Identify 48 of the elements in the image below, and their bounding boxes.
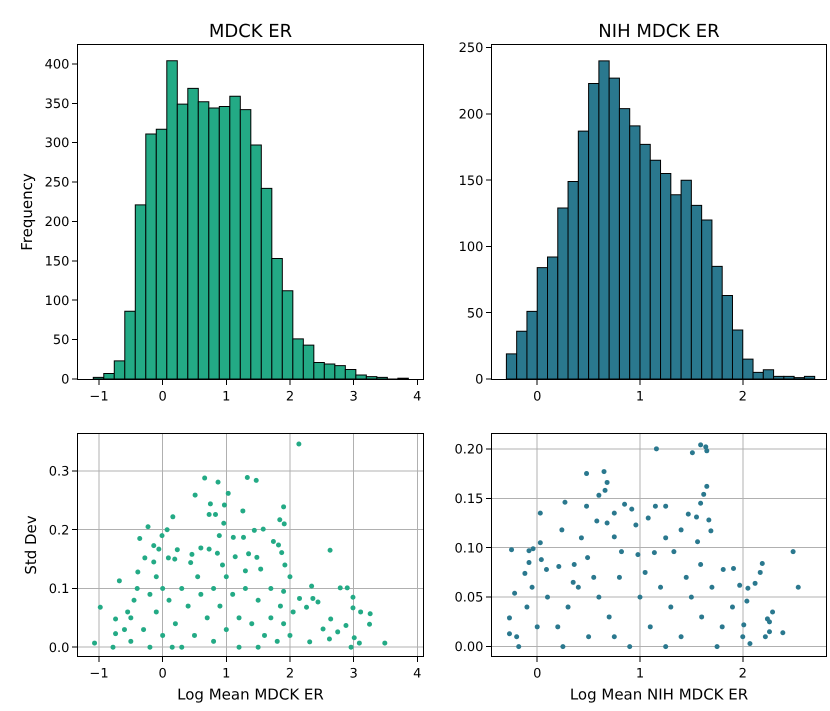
x-tick-label: 2 xyxy=(286,390,294,405)
x-tick-label: 0 xyxy=(533,666,542,682)
x-axis-title: Log Mean NIH MDCK ER xyxy=(570,686,748,704)
y-axis-title: Std Dev xyxy=(22,515,40,575)
y-tick-label: 50 xyxy=(466,306,484,322)
y-tick-label: 150 xyxy=(44,254,70,270)
y-tick-label: 100 xyxy=(44,294,70,309)
y-tick-label: 0 xyxy=(475,372,484,388)
y-tick-label: 150 xyxy=(458,174,484,189)
x-tick-label: 2 xyxy=(286,666,294,682)
y-axis-title: Frequency xyxy=(18,173,36,251)
x-tick-label: 4 xyxy=(413,666,422,682)
y-tick-label: 0.2 xyxy=(48,523,70,538)
chart-title: NIH MDCK ER xyxy=(598,21,720,42)
y-tick-label: 400 xyxy=(44,57,70,72)
y-tick-label: 0.0 xyxy=(48,640,70,656)
x-tick-label: 0 xyxy=(533,390,542,405)
y-tick-label: 0.05 xyxy=(454,590,484,606)
x-tick-label: 1 xyxy=(636,390,644,405)
y-tick-label: 250 xyxy=(458,41,484,56)
x-tick-label: 0 xyxy=(158,390,167,405)
x-tick-label: 0 xyxy=(158,666,167,682)
chart-title: MDCK ER xyxy=(208,21,292,42)
y-tick-label: 0 xyxy=(61,372,70,388)
y-tick-label: 0.3 xyxy=(48,464,70,480)
y-tick-label: 350 xyxy=(44,96,70,112)
y-tick-label: 200 xyxy=(44,215,70,230)
y-tick-label: 0.20 xyxy=(454,442,484,458)
y-tick-label: 250 xyxy=(44,176,70,191)
y-tick-label: 0.10 xyxy=(454,541,484,556)
x-tick-label: 3 xyxy=(349,390,358,405)
x-tick-label: 1 xyxy=(222,666,230,682)
y-tick-label: 200 xyxy=(458,107,484,122)
x-tick-label: −1 xyxy=(89,390,109,405)
x-tick-label: 1 xyxy=(636,666,644,682)
x-tick-label: 4 xyxy=(413,390,422,405)
x-tick-label: 2 xyxy=(738,666,747,682)
y-tick-label: 300 xyxy=(44,136,70,152)
x-tick-label: −1 xyxy=(89,666,109,682)
y-tick-label: 0.1 xyxy=(48,582,70,598)
y-tick-label: 100 xyxy=(458,240,484,256)
x-tick-label: 2 xyxy=(738,390,747,405)
x-tick-label: 3 xyxy=(349,666,358,682)
y-tick-label: 0.00 xyxy=(454,640,484,656)
y-tick-label: 50 xyxy=(52,333,70,348)
y-tick-label: 0.15 xyxy=(454,492,484,507)
x-tick-label: 1 xyxy=(222,390,230,405)
x-axis-title: Log Mean MDCK ER xyxy=(177,686,324,704)
